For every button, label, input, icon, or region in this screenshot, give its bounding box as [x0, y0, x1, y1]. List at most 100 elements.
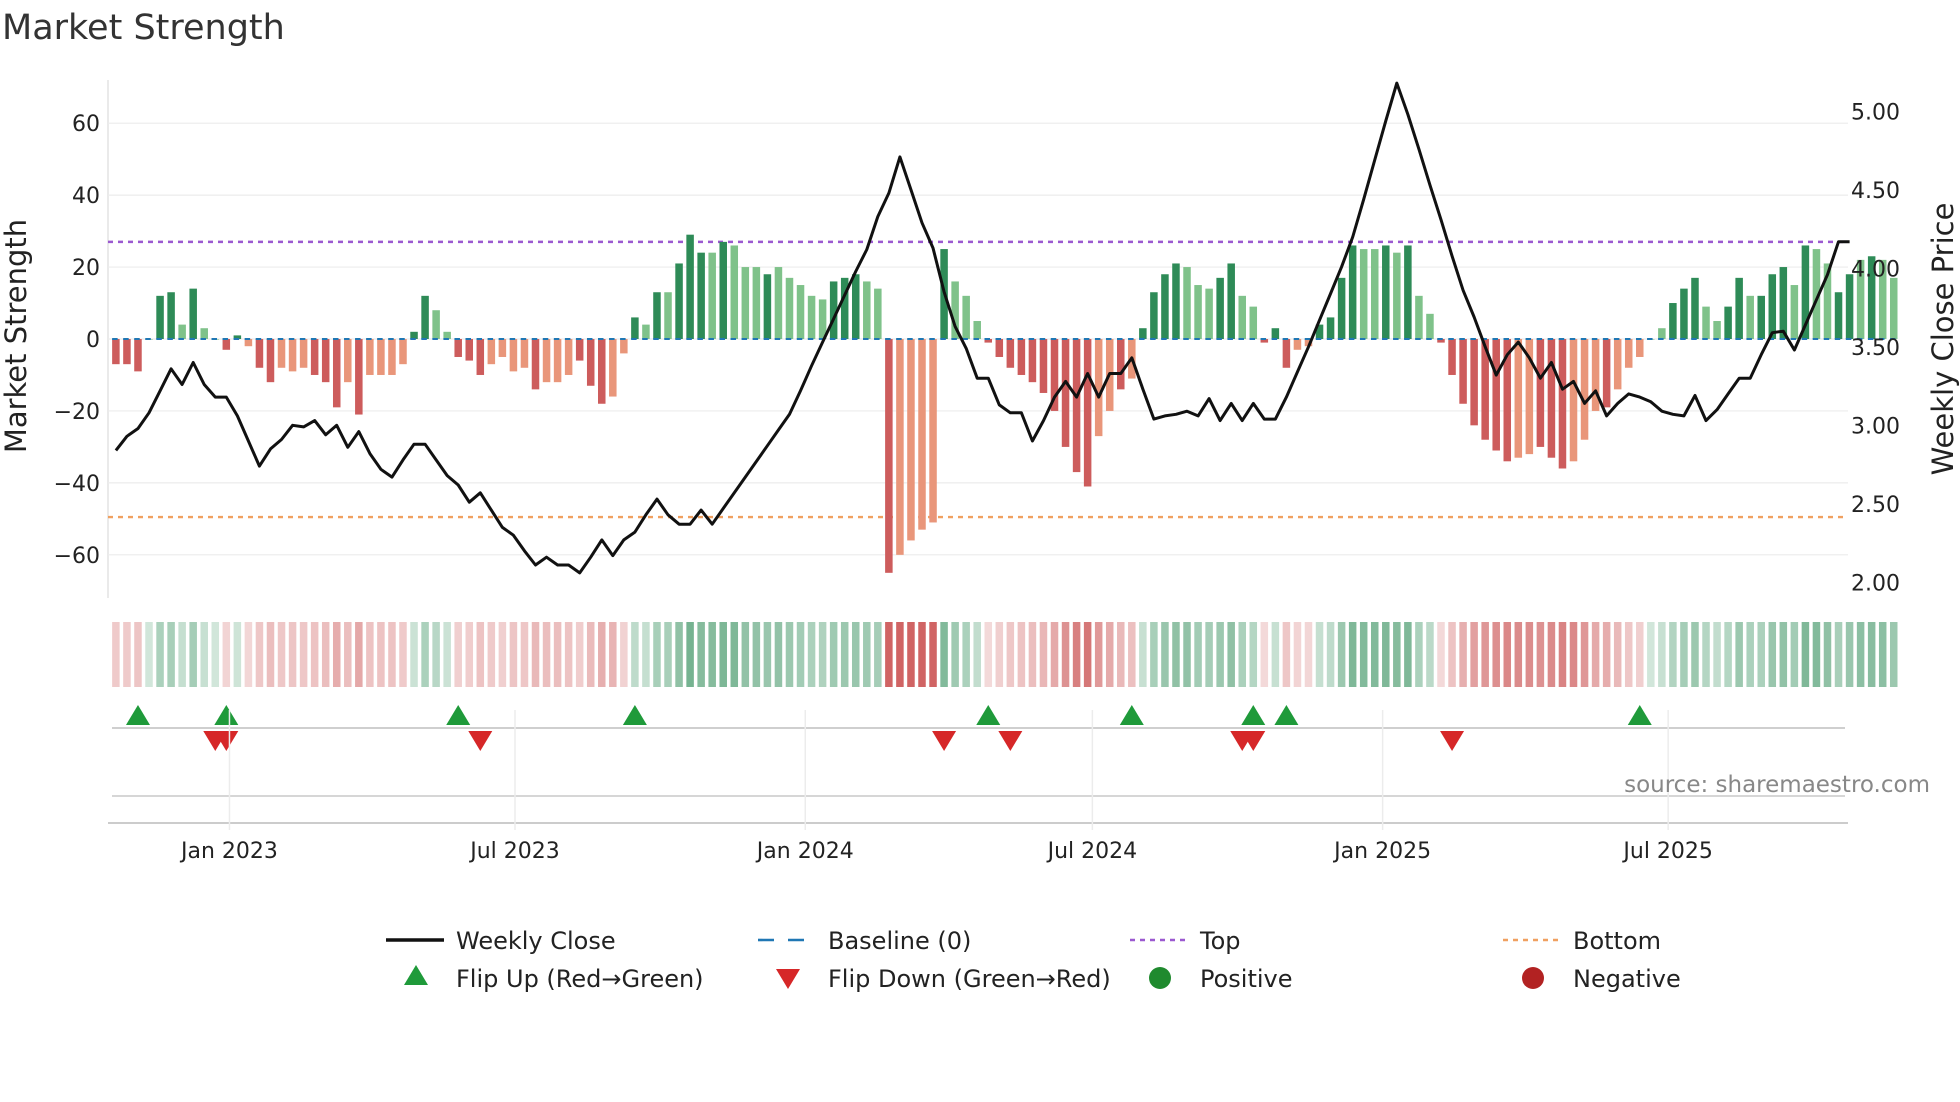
- heat-cell: [818, 622, 827, 687]
- heat-cell: [421, 622, 429, 687]
- right-tick-label: 2.50: [1851, 493, 1900, 518]
- strength-bar: [233, 335, 242, 339]
- heat-cell: [874, 622, 882, 687]
- heat-cell: [476, 622, 485, 687]
- strength-bar: [609, 339, 617, 397]
- heat-cell: [686, 622, 694, 687]
- heat-cell: [807, 622, 816, 687]
- heat-cell: [1658, 622, 1666, 687]
- heat-cell: [1459, 622, 1467, 687]
- strength-bar: [1713, 321, 1721, 339]
- strength-bar: [675, 263, 683, 339]
- left-tick-label: 20: [72, 256, 100, 281]
- left-axis-ticks: 60 40 20 0 −20 −40 −60: [54, 112, 100, 569]
- strength-bar: [1393, 252, 1401, 339]
- strength-bar: [1139, 328, 1147, 339]
- strength-bar: [796, 285, 805, 339]
- flip-down-marker: [998, 731, 1023, 751]
- strength-bar: [156, 295, 164, 339]
- strength-bar: [1658, 328, 1666, 339]
- heat-cell: [1602, 622, 1611, 687]
- legend-item-baseline: Baseline (0): [758, 927, 971, 955]
- strength-bar: [189, 288, 197, 339]
- strength-bar: [1260, 339, 1269, 343]
- heat-cell: [863, 622, 871, 687]
- heat-cell: [620, 622, 628, 687]
- legend-item-positive: Positive: [1149, 965, 1293, 993]
- heat-cell: [288, 622, 297, 687]
- strength-bar: [1624, 339, 1633, 368]
- heat-cell: [112, 622, 120, 687]
- strength-bar: [222, 339, 231, 350]
- strength-bar: [355, 339, 363, 415]
- strength-bar: [1238, 295, 1246, 339]
- strength-bar: [1315, 324, 1324, 339]
- strength-bar: [1735, 277, 1743, 339]
- flip-down-marker: [1440, 731, 1465, 751]
- flip-up-marker: [446, 705, 471, 725]
- heat-cell: [399, 622, 407, 687]
- strength-bar: [719, 241, 727, 339]
- strength-bar: [443, 331, 451, 339]
- legend-label: Top: [1199, 927, 1241, 955]
- right-axis-ticks: 5.00 4.50 4.00 3.50 3.00 2.50 2.00: [1851, 100, 1900, 596]
- strength-bar: [542, 339, 551, 383]
- left-tick-label: 40: [72, 184, 100, 209]
- heat-cell: [509, 622, 518, 687]
- heat-cell: [520, 622, 529, 687]
- reference-lines: [108, 240, 1848, 519]
- strength-bar: [1636, 339, 1644, 357]
- strength-bar: [498, 339, 507, 357]
- heat-cell: [189, 622, 197, 687]
- strength-bar: [973, 321, 981, 339]
- heat-cell: [1757, 622, 1765, 687]
- heat-cell: [741, 622, 750, 687]
- strength-bar: [697, 252, 705, 339]
- legend-label: Flip Up (Red→Green): [456, 965, 704, 993]
- heat-cell: [1348, 622, 1357, 687]
- strength-bar: [1889, 277, 1898, 339]
- heat-cell: [962, 622, 970, 687]
- strength-bar: [653, 292, 661, 339]
- strength-bar: [807, 295, 816, 339]
- left-tick-label: −60: [54, 544, 100, 569]
- strength-bar: [255, 339, 264, 368]
- strength-bar: [520, 339, 529, 368]
- strength-bar: [785, 277, 794, 339]
- strength-bar: [1591, 339, 1600, 411]
- heat-cell: [774, 622, 783, 687]
- heat-cell: [377, 622, 385, 687]
- flip-down-marker: [468, 731, 493, 751]
- strength-bar: [299, 339, 308, 368]
- heat-cell: [1503, 622, 1512, 687]
- heat-cell: [1746, 622, 1754, 687]
- strength-bar: [1293, 339, 1302, 350]
- heat-cell: [1591, 622, 1600, 687]
- chart-title: Market Strength: [2, 8, 285, 48]
- heat-cell: [752, 622, 761, 687]
- heat-cell: [134, 622, 142, 687]
- strength-bar: [995, 339, 1004, 357]
- strength-bar: [1039, 339, 1048, 393]
- strength-bar: [1348, 245, 1357, 339]
- heat-cell: [840, 622, 849, 687]
- flip-up-marker: [1274, 705, 1299, 725]
- heat-cell: [1492, 622, 1500, 687]
- legend-item-flip-up: Flip Up (Red→Green): [404, 965, 704, 993]
- strength-bar: [962, 295, 970, 339]
- legend-circle-icon: [1149, 967, 1171, 989]
- strength-bar: [1050, 339, 1059, 411]
- strength-bar: [1702, 306, 1710, 339]
- strength-bar: [730, 245, 739, 339]
- heat-cell: [575, 622, 584, 687]
- heat-cell: [951, 622, 959, 687]
- heat-cell: [1183, 622, 1191, 687]
- heat-cell: [609, 622, 617, 687]
- heat-cell: [1205, 622, 1213, 687]
- strength-bar: [178, 324, 186, 339]
- heat-cell: [1072, 622, 1081, 687]
- flip-down-marker: [932, 731, 957, 751]
- heat-cell: [896, 622, 904, 687]
- strength-bar: [332, 339, 341, 408]
- strength-bar: [642, 324, 650, 339]
